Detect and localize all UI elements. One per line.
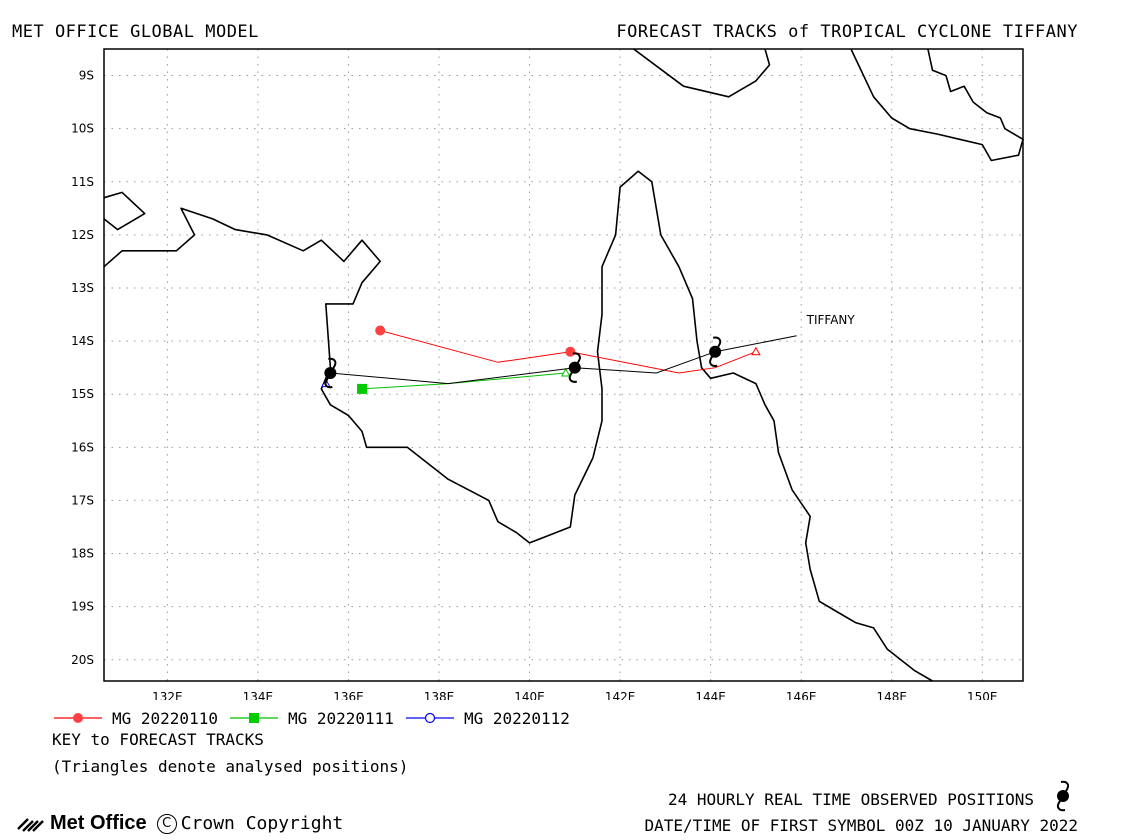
- lat-tick-label: 20S: [71, 653, 94, 667]
- cyclone-symbol-eye: [324, 366, 337, 379]
- lon-tick-label: 146E: [786, 690, 817, 700]
- lat-tick-label: 17S: [71, 493, 94, 507]
- observed-positions-note: 24 HOURLY REAL TIME OBSERVED POSITIONS: [667, 790, 1034, 809]
- first-symbol-datetime: DATE/TIME OF FIRST SYMBOL 00Z 10 JANUARY…: [644, 816, 1078, 835]
- lat-tick-label: 14S: [71, 334, 94, 348]
- legend-label-blue: MG 20220112: [463, 708, 570, 728]
- coastline-segment: [850, 48, 1024, 162]
- track-legend: MG 20220110 MG 20220111 MG 20220112: [52, 707, 580, 729]
- copyright-text: Crown Copyright: [180, 813, 344, 834]
- cyclone-symbol-icon: [1056, 780, 1070, 812]
- lon-tick-label: 134E: [243, 690, 274, 700]
- observed-track: [324, 335, 797, 389]
- red-circle-track-icon: [54, 713, 102, 723]
- cyclone-symbol-arm: [324, 377, 333, 389]
- cyclone-symbol-arm: [712, 336, 722, 348]
- forecast-track-line: [361, 372, 566, 390]
- lon-tick-label: 132E: [152, 690, 183, 700]
- lon-tick-label: 138E: [424, 690, 455, 700]
- legend-label-green: MG 20220111: [287, 708, 394, 728]
- lat-tick-label: 9S: [79, 69, 94, 83]
- coastline-segment: [103, 191, 146, 231]
- legend-item-green: MG 20220111: [228, 709, 394, 728]
- lon-tick-label: 136E: [333, 690, 364, 700]
- lat-tick-label: 16S: [71, 440, 94, 454]
- cyclone-symbol: [568, 352, 581, 383]
- legend-item-red: MG 20220110: [52, 709, 218, 728]
- met-office-brand: Met Office C Crown Copyright: [16, 812, 343, 835]
- coastline-segment: [633, 48, 771, 98]
- lat-tick-label: 11S: [71, 175, 94, 189]
- blue-circle-track-icon: [405, 712, 454, 724]
- chart-title-right: FORECAST TRACKS of TROPICAL CYCLONE TIFF…: [616, 22, 1078, 42]
- axis-ticks: 132E 134E 136E 138E 140E 142E 144E 146E 148E 150E…: [71, 69, 997, 700]
- forecast-end-marker: [357, 383, 368, 394]
- lon-tick-label: 144E: [695, 690, 726, 700]
- lat-tick-label: 18S: [71, 547, 94, 561]
- chart-title-left: MET OFFICE GLOBAL MODEL: [12, 22, 259, 42]
- cyclone-symbol-eye: [709, 345, 722, 358]
- lon-tick-label: 148E: [876, 690, 907, 700]
- lat-tick-label: 19S: [71, 600, 94, 614]
- lon-tick-label: 140E: [514, 690, 545, 700]
- met-office-logo-icon: [17, 817, 44, 832]
- legend-label-red: MG 20220110: [112, 708, 218, 728]
- cyclone-symbol-arm: [568, 372, 578, 383]
- green-square-track-icon: [229, 713, 278, 723]
- lon-tick-label: 150E: [967, 690, 998, 700]
- cyclone-symbol: [709, 336, 722, 367]
- cyclone-symbol-arm: [328, 357, 337, 369]
- analysed-position-triangle: [560, 367, 571, 377]
- key-title: KEY to FORECAST TRACKS: [52, 730, 264, 749]
- cyclone-track-map: 132E 134E 136E 138E 140E 142E 144E 146E 148E 150E…: [71, 48, 1024, 700]
- cyclone-symbol-arm: [709, 356, 718, 367]
- coastline-segment: [103, 170, 933, 682]
- cyclone-symbol-eye: [568, 361, 581, 374]
- forecast-end-marker: [375, 325, 386, 336]
- lat-tick-label: 10S: [71, 122, 94, 136]
- lat-tick-label: 15S: [71, 387, 94, 401]
- lat-tick-label: 13S: [71, 281, 94, 295]
- copyright-icon: C: [156, 813, 177, 834]
- grid-lines: [104, 49, 1023, 681]
- legend-item-blue: MG 20220112: [404, 709, 570, 728]
- cyclone-symbol-arm: [572, 352, 581, 364]
- forecast-position-marker: [565, 346, 576, 357]
- brand-name: Met Office: [50, 812, 147, 834]
- analysed-position-triangle: [751, 346, 761, 356]
- forecast-tracks: [320, 325, 761, 394]
- storm-label: TIFFANY: [806, 313, 856, 327]
- forecast-track-line: [380, 330, 757, 374]
- lat-tick-label: 12S: [71, 228, 94, 242]
- key-subtitle: (Triangles denote analysed positions): [52, 757, 409, 776]
- coastlines: [103, 48, 1024, 682]
- lon-tick-label: 142E: [605, 690, 636, 700]
- map-frame: [103, 48, 1024, 682]
- cyclone-symbol: [324, 357, 337, 389]
